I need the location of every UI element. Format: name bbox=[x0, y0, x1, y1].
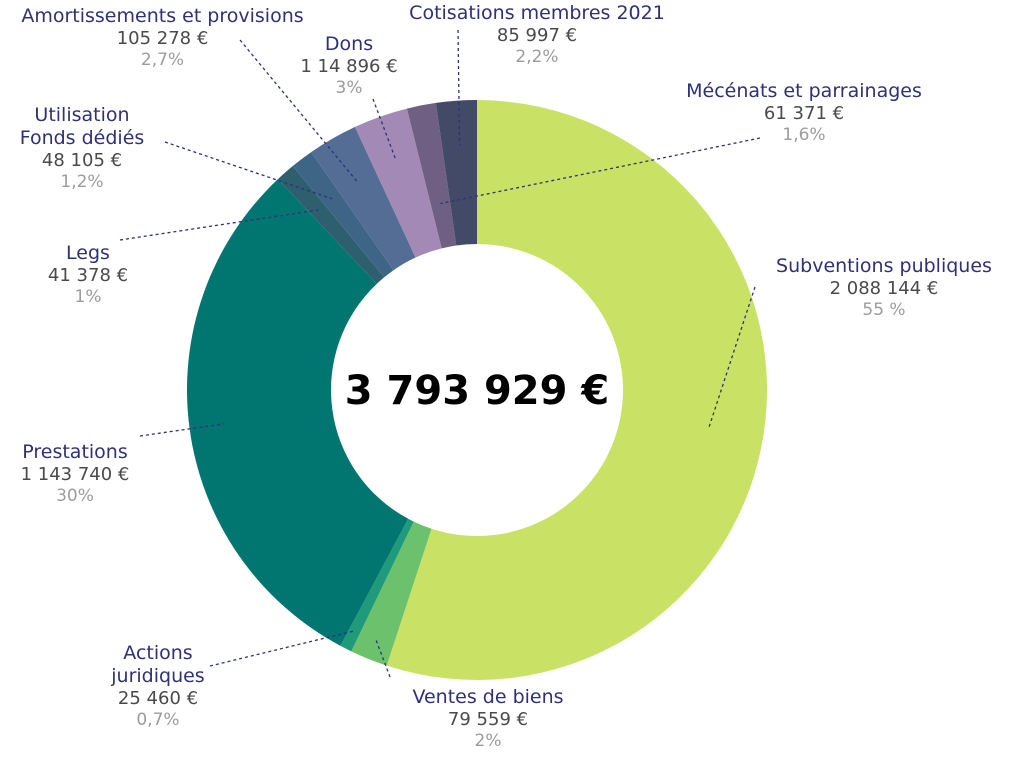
label-name: Cotisations membres 2021 bbox=[409, 2, 665, 24]
label-fonds-dedies: Utilisation Fonds dédiés 48 105 € 1,2% bbox=[2, 104, 162, 193]
label-actions-juridiques: Actions juridiques 25 460 € 0,7% bbox=[88, 642, 228, 731]
label-amount: 41 378 € bbox=[47, 265, 129, 287]
label-legs: Legs 41 378 € 1% bbox=[30, 242, 146, 308]
label-percent: 55 % bbox=[862, 300, 906, 321]
slice-legs bbox=[277, 166, 385, 284]
label-amount: 79 559 € bbox=[447, 709, 529, 731]
label-percent: 2% bbox=[474, 731, 502, 752]
label-name-line1: Actions bbox=[123, 642, 193, 664]
label-amount: 48 105 € bbox=[41, 150, 123, 172]
label-ventes-de-biens: Ventes de biens 79 559 € 2% bbox=[388, 686, 588, 752]
label-name-line2: Fonds dédiés bbox=[19, 127, 145, 150]
donut-slices bbox=[186, 99, 768, 681]
leader-line-dons bbox=[372, 98, 397, 160]
label-amount: 1 143 740 € bbox=[20, 464, 130, 486]
label-amount: 25 460 € bbox=[117, 688, 199, 710]
label-percent: 2,2% bbox=[515, 47, 559, 68]
leader-line-mecenats bbox=[440, 137, 761, 205]
label-prestations: Prestations 1 143 740 € 30% bbox=[0, 441, 150, 507]
leader-line-cotisations bbox=[457, 29, 461, 146]
slice-ventes-de-biens bbox=[351, 521, 432, 666]
label-name-line1: Utilisation bbox=[34, 104, 130, 126]
leader-lines bbox=[119, 29, 761, 678]
label-amount: 2 088 144 € bbox=[829, 278, 939, 300]
label-name: Ventes de biens bbox=[412, 686, 564, 708]
slice-utilisation-fonds-dedies bbox=[292, 152, 394, 278]
label-percent: 1,2% bbox=[60, 172, 104, 193]
label-percent: 0,7% bbox=[136, 710, 180, 731]
label-name-line2: juridiques bbox=[111, 665, 205, 688]
label-percent: 2,7% bbox=[140, 50, 185, 71]
leader-line-ventes bbox=[375, 640, 391, 678]
label-percent: 30% bbox=[56, 486, 94, 507]
label-name: Dons bbox=[324, 33, 374, 55]
donut-center-total: 3 793 929 € bbox=[344, 368, 610, 414]
slice-dons bbox=[354, 108, 442, 258]
label-amount: 105 278 € bbox=[116, 28, 209, 50]
slice-actions-juridiques bbox=[340, 518, 414, 652]
slice-prestations bbox=[186, 179, 409, 646]
label-dons: Dons 1 14 896 € 3% bbox=[285, 33, 413, 99]
leader-line-subventions bbox=[708, 286, 756, 428]
label-amount: 61 371 € bbox=[763, 103, 845, 125]
label-name: Subventions publiques bbox=[776, 255, 992, 277]
label-percent: 1% bbox=[74, 287, 102, 308]
slice-cotisations-membres-2021 bbox=[435, 100, 477, 246]
label-mecenats: Mécénats et parrainages 61 371 € 1,6% bbox=[668, 80, 940, 146]
label-amount: 85 997 € bbox=[496, 25, 578, 47]
label-amount: 1 14 896 € bbox=[300, 56, 398, 78]
label-name: Legs bbox=[66, 242, 110, 264]
label-name: Amortissements et provisions bbox=[21, 5, 304, 27]
slice-mecenats-et-parrainages bbox=[406, 102, 457, 249]
label-percent: 1,6% bbox=[782, 125, 826, 146]
label-cotisations: Cotisations membres 2021 85 997 € 2,2% bbox=[392, 2, 682, 68]
label-amortissements: Amortissements et provisions 105 278 € 2… bbox=[0, 5, 325, 71]
leader-line-prestations bbox=[139, 423, 225, 437]
leader-line-actions bbox=[209, 630, 356, 667]
leader-line-amortissements bbox=[239, 39, 358, 183]
slice-subventions-publiques bbox=[386, 99, 768, 681]
slice-amortissements-et-provisions bbox=[311, 126, 416, 271]
label-name: Mécénats et parrainages bbox=[686, 80, 922, 102]
label-subventions-publiques: Subventions publiques 2 088 144 € 55 % bbox=[748, 255, 1020, 321]
label-percent: 3% bbox=[335, 78, 363, 99]
label-name: Prestations bbox=[22, 441, 128, 463]
